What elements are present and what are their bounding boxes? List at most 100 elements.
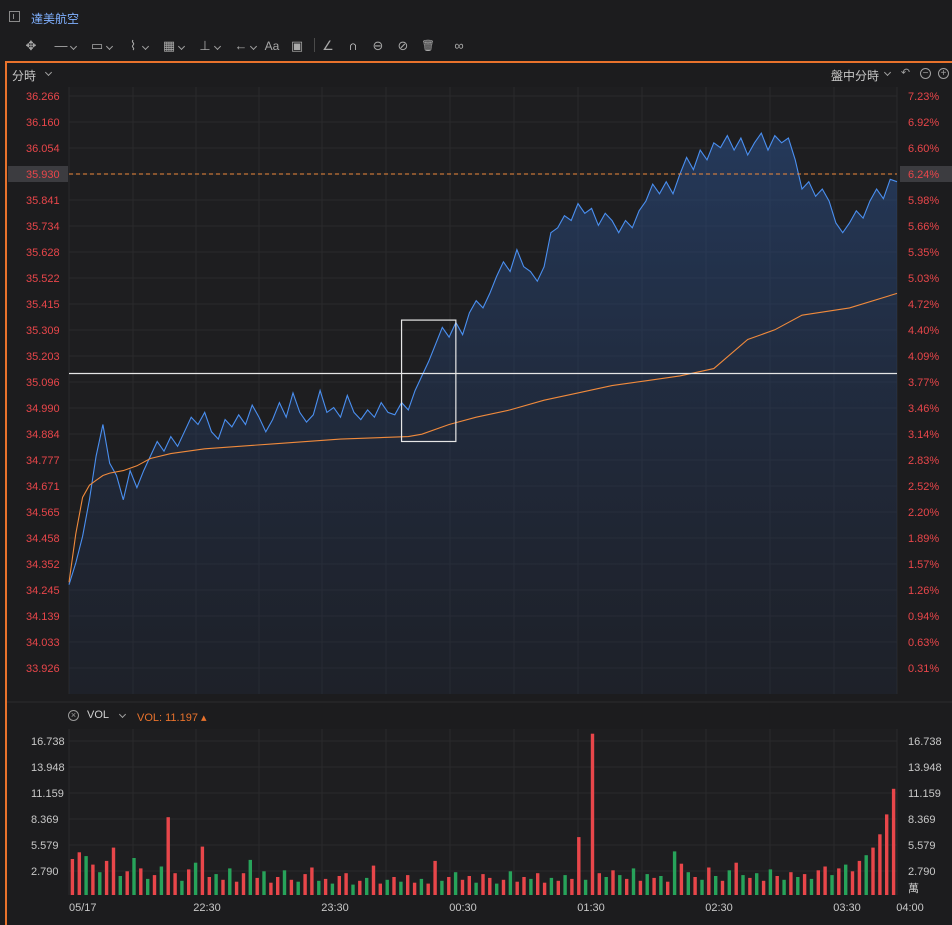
zoom-out-icon[interactable]: − [920, 68, 931, 79]
volume-bar [830, 875, 834, 895]
volume-bar [789, 872, 793, 895]
volume-bar [385, 879, 389, 895]
period-select[interactable]: 分時 [12, 69, 37, 83]
path-icon[interactable]: ⌇ [118, 36, 148, 56]
drawn-rectangle [400, 319, 457, 443]
y-tick-right: 2.83% [908, 455, 939, 467]
volume-bar [98, 872, 102, 895]
volume-bar [187, 869, 191, 895]
y-tick-left: 35.203 [26, 351, 60, 363]
volume-bar [406, 875, 410, 895]
session-select[interactable]: 盤中分時 [831, 69, 880, 83]
volume-bar [214, 874, 218, 895]
y-tick-right: 2.20% [908, 507, 939, 519]
y-tick-right: 0.31% [908, 663, 939, 675]
volume-bar [262, 871, 266, 895]
volume-tick-right: 2.790 [908, 866, 936, 878]
volume-indicator-label[interactable]: VOL [87, 709, 110, 721]
volume-tick-left: 16.738 [31, 736, 65, 748]
measure-icon[interactable]: ∠ [322, 38, 334, 53]
volume-bar [269, 882, 273, 895]
y-tick-right: 6.92% [908, 117, 939, 129]
volume-value: VOL: 11.197 ▴ [137, 712, 207, 724]
volume-bar [180, 880, 184, 895]
volume-bar [597, 873, 601, 895]
volume-bar [515, 881, 519, 895]
volume-bar [453, 872, 458, 895]
volume-bar [857, 860, 862, 895]
hide-icon[interactable]: ⊘ [397, 38, 409, 53]
y-tick-left: 34.565 [26, 507, 60, 519]
line-icon[interactable]: — [46, 36, 76, 56]
x-tick: 03:30 [833, 902, 861, 914]
visibility-icon[interactable]: ⊖ [372, 38, 384, 53]
move-icon[interactable]: ✥ [25, 38, 37, 53]
volume-tick-left: 2.790 [31, 866, 59, 878]
drawing-toolbar: ✥ — ▭ ⌇ ▦ ⊥ ← Aa ▣ ∠ ∩ ⊖ ⊘ 🗑 ∞ [0, 34, 952, 60]
price-line [68, 131, 898, 585]
volume-bar [741, 875, 745, 895]
magnet-icon[interactable]: ∩ [348, 38, 358, 53]
volume-bar [166, 817, 170, 895]
average-line [68, 292, 898, 583]
volume-bar [139, 868, 143, 895]
arrow-icon[interactable]: ← [226, 36, 256, 56]
link-icon[interactable]: ∞ [454, 38, 464, 53]
volume-bar [173, 873, 177, 895]
y-tick-right: 3.46% [908, 403, 939, 415]
trash-icon[interactable]: 🗑 [421, 40, 435, 52]
volume-tick-left: 11.159 [31, 788, 64, 800]
y-tick-left: 34.777 [26, 455, 60, 467]
volume-bar [604, 877, 608, 895]
volume-bar [84, 856, 88, 895]
volume-bar [645, 874, 649, 895]
volume-bar [344, 873, 348, 895]
volume-bar [501, 879, 506, 895]
volume-bar [303, 874, 307, 895]
vertical-line-icon[interactable]: ⊥ [190, 36, 220, 56]
y-tick-left: 36.054 [26, 143, 60, 155]
window-title: 達美航空 [31, 12, 80, 26]
volume-bar [761, 880, 766, 895]
y-tick-right: 1.89% [908, 533, 939, 545]
volume-tick-right: 16.738 [908, 736, 942, 748]
volume-bar [542, 882, 547, 895]
volume-bar [816, 870, 820, 895]
y-tick-left: 35.628 [26, 247, 60, 259]
volume-bar [460, 879, 465, 895]
fib-icon[interactable]: ▦ [154, 36, 184, 56]
undo-icon[interactable]: ↶ [900, 67, 911, 79]
current-price-label: 35.930 [26, 169, 60, 181]
x-tick: 01:30 [577, 902, 605, 914]
volume-bar [768, 869, 773, 895]
zoom-in-icon[interactable]: + [938, 68, 949, 79]
text-icon[interactable]: Aa [264, 39, 280, 53]
current-pct-badge [900, 166, 952, 182]
volume-tick-right: 5.579 [908, 840, 936, 852]
y-tick-left: 35.415 [26, 299, 60, 311]
chart-frame [5, 61, 952, 925]
volume-bar [508, 871, 513, 895]
current-price-badge [8, 166, 68, 182]
volume-bar [91, 864, 95, 895]
y-tick-right: 2.52% [908, 481, 939, 493]
y-tick-left: 35.522 [26, 273, 60, 285]
current-pct-label: 6.24% [908, 169, 939, 181]
y-tick-left: 34.458 [26, 533, 60, 545]
y-tick-right: 5.66% [908, 221, 939, 233]
close-icon[interactable]: × [68, 710, 79, 721]
y-tick-left: 35.309 [26, 325, 60, 337]
volume-bar [200, 846, 205, 895]
rect-icon[interactable]: ▭ [82, 36, 112, 56]
volume-bar [152, 875, 157, 895]
comment-icon[interactable]: ▣ [290, 38, 304, 53]
volume-bar [337, 876, 341, 895]
x-tick: 02:30 [705, 902, 733, 914]
volume-bar [638, 880, 643, 895]
volume-bar [467, 876, 471, 895]
y-tick-right: 1.26% [908, 585, 939, 597]
volume-bar [727, 870, 731, 895]
x-tick: 05/17 [69, 902, 97, 914]
volume-bar [714, 876, 718, 895]
